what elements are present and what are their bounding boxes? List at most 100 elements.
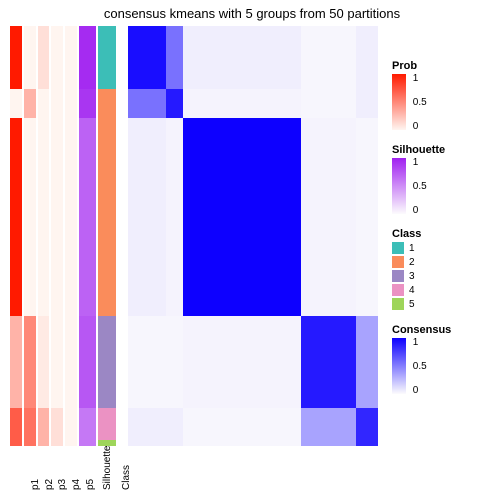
- annot-cell: [79, 89, 97, 118]
- legend-tick: 1: [413, 158, 419, 168]
- heatmap-block: [301, 408, 356, 446]
- legend-class-row: 3: [392, 270, 502, 282]
- xlabel-p5: p5: [85, 479, 96, 490]
- annot-cell: [51, 26, 63, 89]
- annot-cell: [65, 89, 77, 118]
- legend-class-title: Class: [392, 228, 502, 240]
- legends-panel: Prob 10.50 Silhouette 10.50 Class 12345 …: [392, 60, 502, 408]
- heatmap-block: [301, 89, 356, 118]
- xlabel-p3: p3: [57, 479, 68, 490]
- heatmap-block: [356, 408, 379, 446]
- annot-cell: [51, 89, 63, 118]
- heatmap-block: [166, 118, 184, 315]
- legend-class-label: 1: [409, 243, 415, 254]
- legend-class-items: 1 2 3 4 5: [392, 242, 502, 310]
- heatmap-block: [356, 26, 379, 89]
- annot-cell: [38, 89, 50, 118]
- legend-tick: 1: [413, 338, 419, 348]
- xlabel-p4: p4: [71, 479, 82, 490]
- legend-silhouette-gradient: [392, 158, 406, 214]
- chart-title: consensus kmeans with 5 groups from 50 p…: [0, 6, 504, 21]
- legend-consensus-title: Consensus: [392, 324, 502, 336]
- annot-cell: [51, 118, 63, 315]
- heatmap-block: [183, 408, 301, 446]
- legend-silhouette-title: Silhouette: [392, 144, 502, 156]
- annot-cell: [79, 26, 97, 89]
- legend-class-row: 5: [392, 298, 502, 310]
- heatmap-block: [166, 89, 184, 118]
- annot-cell: [79, 408, 97, 446]
- annot-col-class: [98, 26, 116, 446]
- annot-cell: [10, 89, 22, 118]
- heatmap-block: [128, 408, 166, 446]
- annot-col-p5: [65, 26, 77, 446]
- annot-cell: [24, 408, 36, 446]
- heatmap-block: [301, 26, 356, 89]
- xlabel-p1: p1: [30, 479, 41, 490]
- annot-cell: [65, 26, 77, 89]
- legend-tick: 0.5: [413, 98, 427, 108]
- annot-cell: [38, 26, 50, 89]
- legend-class-swatch: [392, 270, 404, 282]
- annot-cell: [24, 26, 36, 89]
- legend-consensus-gradient: [392, 338, 406, 394]
- annot-cell: [51, 316, 63, 408]
- annot-cell: [38, 408, 50, 446]
- heatmap-block: [183, 26, 301, 89]
- legend-prob-title: Prob: [392, 60, 502, 72]
- annot-cell: [24, 316, 36, 408]
- annot-cell: [38, 316, 50, 408]
- legend-tick: 0: [413, 386, 419, 396]
- heatmap-block: [166, 316, 184, 408]
- heatmap-block: [166, 26, 184, 89]
- legend-class-row: 2: [392, 256, 502, 268]
- heatmap-block: [356, 118, 379, 315]
- annot-cell: [98, 26, 116, 89]
- legend-class-swatch: [392, 298, 404, 310]
- legend-tick: 0: [413, 206, 419, 216]
- legend-prob-gradient: [392, 74, 406, 130]
- heatmap-block: [301, 316, 356, 408]
- heatmap-block: [128, 89, 166, 118]
- annot-col-p4: [51, 26, 63, 446]
- annot-cell: [98, 316, 116, 408]
- annot-cell: [38, 118, 50, 315]
- annot-col-silhouette: [79, 26, 97, 446]
- annot-cell: [79, 118, 97, 315]
- xlabel-silhouette: Silhouette: [102, 446, 113, 490]
- legend-class-swatch: [392, 284, 404, 296]
- legend-silhouette: Silhouette 1 0.5 0: [392, 144, 502, 214]
- heatmap-block: [301, 118, 356, 315]
- heatmap-block: [356, 316, 379, 408]
- annot-col-p2: [24, 26, 36, 446]
- legend-class-label: 2: [409, 257, 415, 268]
- annot-col-p3: [38, 26, 50, 446]
- heatmap-block: [128, 118, 166, 315]
- annot-cell: [10, 118, 22, 315]
- annot-cell: [79, 316, 97, 408]
- legend-tick: 0.5: [413, 182, 427, 192]
- legend-class-swatch: [392, 256, 404, 268]
- legend-tick: 0: [413, 122, 419, 132]
- annot-cell: [10, 316, 22, 408]
- annot-col-p1: [10, 26, 22, 446]
- heatmap-block: [183, 89, 301, 118]
- xlabel-class: Class: [121, 465, 132, 490]
- legend-class-label: 3: [409, 271, 415, 282]
- annot-cell: [51, 408, 63, 446]
- annotation-x-labels: p1p2p3p4p5SilhouetteClass: [10, 450, 140, 500]
- annot-cell: [65, 408, 77, 446]
- heatmap-block: [166, 408, 184, 446]
- heatmap-block: [183, 118, 301, 315]
- annot-cell: [98, 118, 116, 315]
- legend-class-label: 4: [409, 285, 415, 296]
- heatmap-block: [356, 89, 379, 118]
- xlabel-p2: p2: [44, 479, 55, 490]
- annot-cell: [24, 89, 36, 118]
- annot-cell: [98, 89, 116, 118]
- legend-prob: Prob 10.50: [392, 60, 502, 130]
- legend-class-swatch: [392, 242, 404, 254]
- legend-class: Class 1 2 3 4 5: [392, 228, 502, 310]
- heatmap-block: [128, 26, 166, 89]
- annot-cell: [10, 26, 22, 89]
